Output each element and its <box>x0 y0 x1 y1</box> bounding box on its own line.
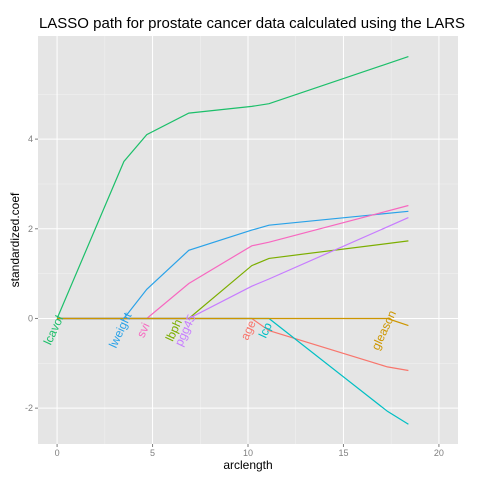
y-tick-label-0: -2 <box>25 403 33 413</box>
y-tick-label-1: 0 <box>28 313 33 323</box>
x-tick-label-1: 5 <box>150 448 155 458</box>
series-lines <box>56 56 409 425</box>
y-tick-label-3: 4 <box>28 134 33 144</box>
x-tick-label-2: 10 <box>243 448 253 458</box>
series-line-lcavol <box>56 56 409 319</box>
chart-title: LASSO path for prostate cancer data calc… <box>39 15 465 32</box>
y-axis-title: standardized.coef <box>8 192 22 287</box>
y-axis-ticks: -2 0 2 4 <box>25 134 38 413</box>
series-label-lcp: lcp <box>256 320 275 340</box>
series-line-gleason <box>57 317 409 327</box>
series-label-svi: svi <box>134 321 153 340</box>
x-axis-title: arclength <box>223 458 272 472</box>
x-tick-label-0: 0 <box>55 448 60 458</box>
x-tick-label-4: 20 <box>434 448 444 458</box>
x-axis-ticks: 0 5 10 15 20 <box>55 444 444 458</box>
x-tick-label-3: 15 <box>338 448 348 458</box>
y-tick-label-2: 2 <box>28 224 33 234</box>
